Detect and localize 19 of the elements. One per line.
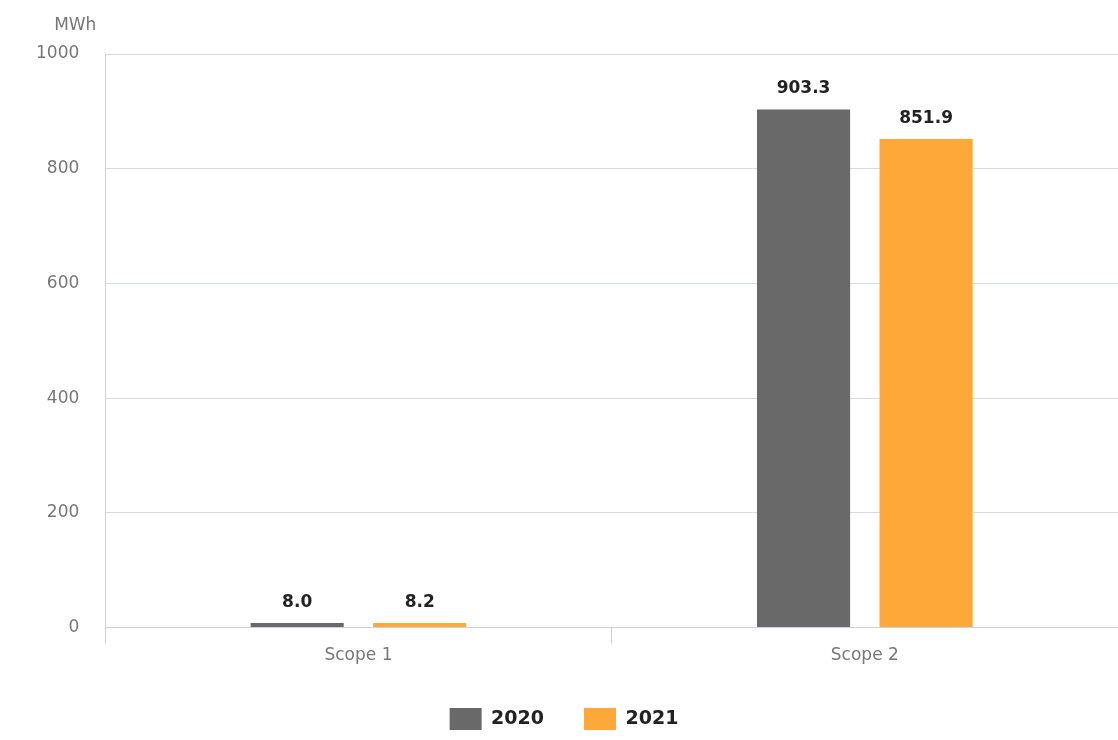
bar xyxy=(250,623,344,628)
y-axis-title: MWh xyxy=(54,13,97,34)
y-tick-label: 600 xyxy=(46,271,80,292)
bar xyxy=(373,622,467,628)
legend-label: 2021 xyxy=(625,705,679,728)
y-tick-label: 200 xyxy=(46,501,80,522)
data-label: 8.0 xyxy=(282,590,313,611)
data-label: 8.2 xyxy=(404,590,435,611)
bar xyxy=(879,138,973,628)
y-tick-label: 1000 xyxy=(36,42,80,63)
y-tick-label: 400 xyxy=(46,386,80,407)
y-tick-label: 800 xyxy=(46,157,80,178)
legend-label: 2020 xyxy=(491,705,545,728)
data-label: 903.3 xyxy=(776,77,831,98)
x-tick-label: Scope 2 xyxy=(830,644,899,665)
data-label: 851.9 xyxy=(899,106,953,127)
y-tick-label: 0 xyxy=(68,616,80,637)
bar xyxy=(756,109,851,628)
x-tick-label: Scope 1 xyxy=(324,644,393,665)
